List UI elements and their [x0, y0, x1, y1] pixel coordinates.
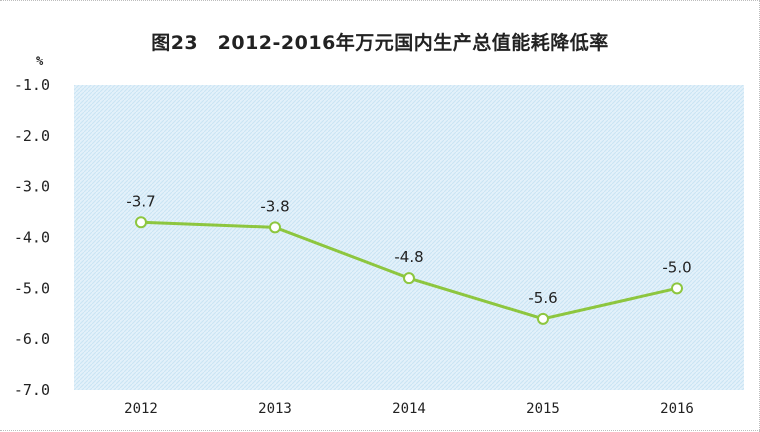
x-tick-label: 2016	[660, 401, 694, 417]
x-tick-label: 2015	[526, 401, 560, 417]
data-point	[537, 312, 549, 325]
plot-area	[74, 85, 744, 390]
y-tick-label: -4.0	[14, 229, 50, 247]
data-point	[135, 216, 147, 229]
data-label: -4.8	[394, 248, 423, 266]
x-tick-label: 2012	[124, 401, 158, 417]
data-label: -5.6	[528, 289, 557, 307]
x-tick-label: 2014	[392, 401, 426, 417]
y-tick-label: -3.0	[14, 178, 50, 196]
data-label: -5.0	[662, 258, 691, 276]
x-tick-label: 2013	[258, 401, 292, 417]
y-tick-label: -5.0	[14, 279, 50, 297]
y-tick-label: -2.0	[14, 127, 50, 145]
data-label: -3.7	[126, 192, 155, 210]
data-point	[403, 272, 415, 285]
y-tick-label: -7.0	[14, 381, 50, 399]
data-label: -3.8	[260, 197, 289, 215]
y-axis-unit-label: %	[36, 54, 44, 68]
chart-title: 图23 2012-2016年万元国内生产总值能耗降低率	[151, 32, 609, 54]
data-point	[671, 282, 683, 295]
data-point	[269, 221, 281, 234]
y-tick-label: -6.0	[14, 330, 50, 348]
y-tick-label: -1.0	[14, 76, 50, 94]
